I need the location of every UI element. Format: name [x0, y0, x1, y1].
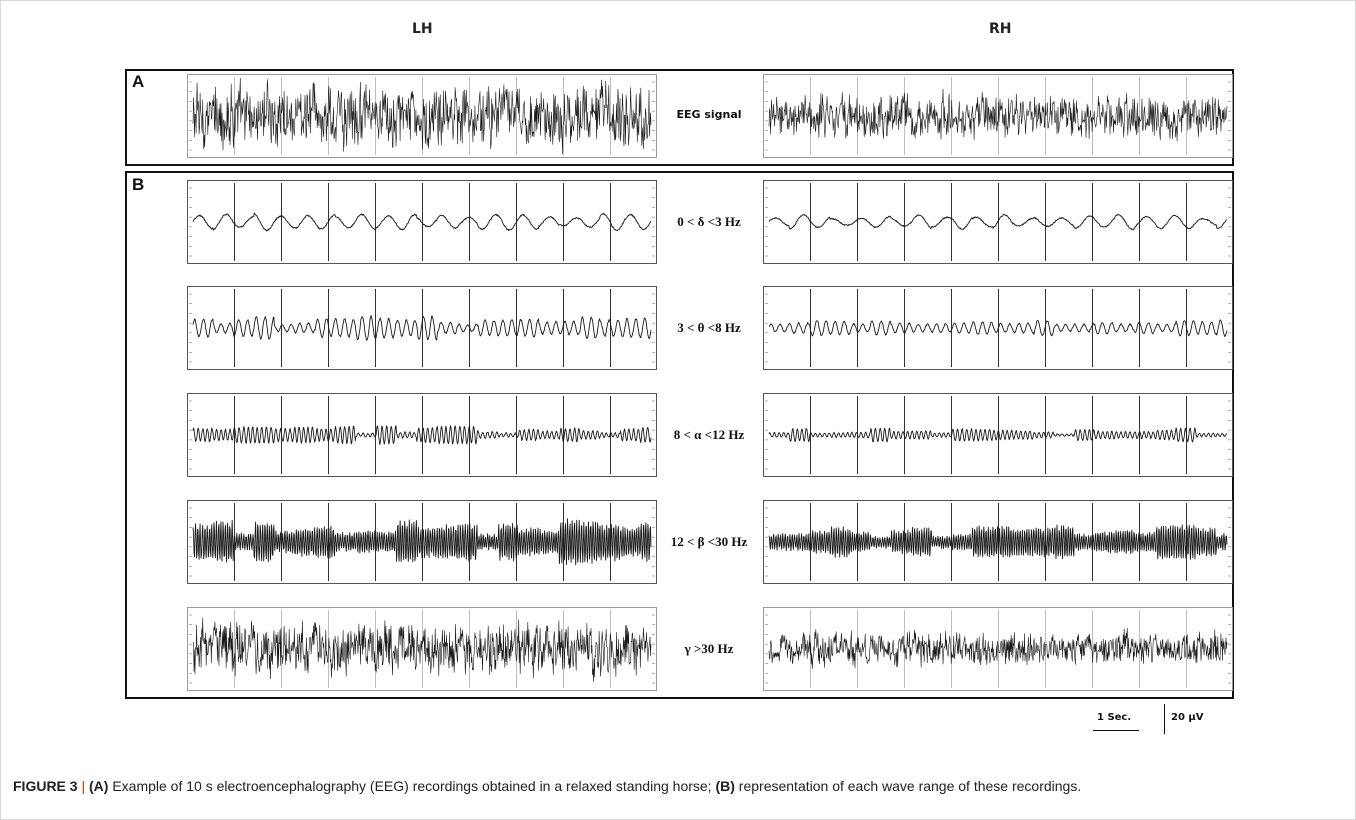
band-label-delta: 0 < δ <3 Hz: [677, 214, 741, 229]
eeg-waveform: [768, 427, 1228, 443]
section-a-box: [125, 69, 1234, 166]
caption-text-a: Example of 10 s electroencephalography (…: [108, 778, 716, 794]
eeg-waveform: [768, 88, 1228, 142]
band-label-theta: 3 < θ <8 Hz: [677, 320, 741, 335]
lh-eeg-trace: [187, 74, 657, 158]
band-label-alpha: 8 < α <12 Hz: [673, 427, 745, 442]
time-scale-bar: [1093, 730, 1139, 731]
band-label-beta: 12 < β <30 Hz: [670, 534, 748, 549]
eeg-waveform: [768, 213, 1228, 231]
eeg-waveform: [192, 425, 652, 446]
eeg-waveform: [768, 627, 1228, 670]
lh-beta-trace: [187, 500, 657, 584]
caption-separator: |: [77, 778, 89, 794]
caption-figure-label: FIGURE 3: [13, 778, 78, 794]
lh-alpha-trace: [187, 393, 657, 477]
figure-caption: FIGURE 3 | (A) Example of 10 s electroen…: [13, 777, 1333, 795]
amplitude-scale-bar: [1164, 704, 1165, 734]
section-b-label: B: [132, 175, 145, 194]
eeg-waveform: [192, 212, 652, 232]
lh-delta-trace: [187, 180, 657, 264]
band-label-eeg: EEG signal: [676, 108, 742, 121]
band-label-gamma: γ >30 Hz: [684, 641, 734, 656]
time-scale-label: 1 Sec.: [1097, 712, 1132, 723]
rh-gamma-trace: [763, 607, 1233, 691]
column-header-left: LH: [412, 21, 433, 37]
eeg-waveform: [768, 524, 1228, 560]
eeg-waveform: [768, 319, 1228, 337]
lh-gamma-trace: [187, 607, 657, 691]
amplitude-scale-label: 20 µV: [1171, 712, 1204, 723]
eeg-waveform: [192, 315, 652, 341]
rh-theta-trace: [763, 286, 1233, 370]
rh-beta-trace: [763, 500, 1233, 584]
rh-delta-trace: [763, 180, 1233, 264]
column-header-right: RH: [989, 21, 1012, 37]
section-b-box: [125, 171, 1234, 699]
eeg-waveform: [192, 77, 652, 155]
caption-part-b: (B): [715, 778, 735, 794]
rh-eeg-trace: [763, 74, 1233, 158]
lh-theta-trace: [187, 286, 657, 370]
caption-text-b: representation of each wave range of the…: [734, 778, 1082, 794]
eeg-waveform: [192, 518, 652, 566]
eeg-waveform: [192, 617, 652, 682]
caption-part-a: (A): [89, 778, 109, 794]
section-a-label: A: [132, 72, 145, 91]
rh-alpha-trace: [763, 393, 1233, 477]
